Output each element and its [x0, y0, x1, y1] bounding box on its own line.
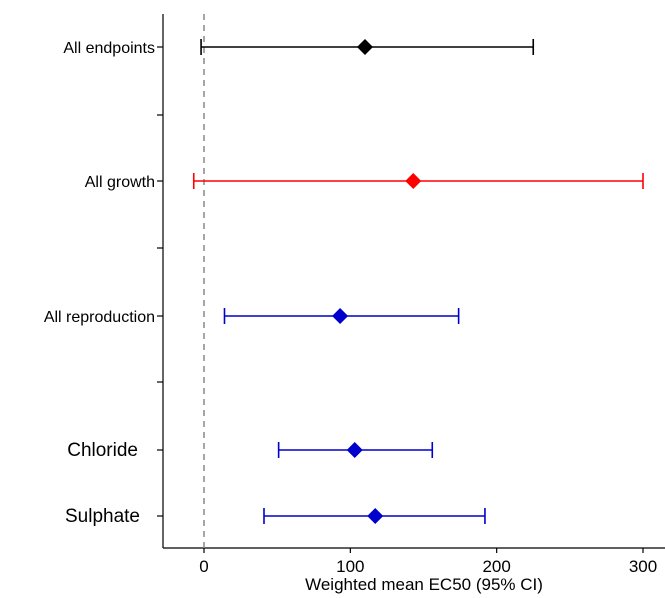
x-ticks: 0 100 200 300 — [199, 548, 657, 576]
estimate-marker — [367, 508, 384, 524]
estimate-marker — [346, 442, 363, 458]
category-label: Chloride — [67, 440, 138, 461]
x-tick-label: 300 — [629, 557, 657, 576]
x-tick-label: 100 — [336, 557, 364, 576]
x-tick-label: 200 — [482, 557, 510, 576]
estimate-marker — [332, 308, 349, 324]
rows: All endpoints All growth All reproduction C… — [44, 39, 644, 527]
x-tick-label: 0 — [199, 557, 208, 576]
category-label: All reproduction — [44, 309, 155, 326]
estimate-marker — [356, 39, 373, 55]
category-label: All growth — [85, 174, 155, 191]
y-ticks — [157, 46, 163, 517]
estimate-marker — [405, 173, 422, 189]
category-label: All endpoints — [63, 40, 155, 57]
x-axis-title: Weighted mean EC50 (95% CI) — [305, 575, 543, 594]
category-label: Sulphate — [65, 506, 140, 527]
axes — [162, 14, 665, 549]
